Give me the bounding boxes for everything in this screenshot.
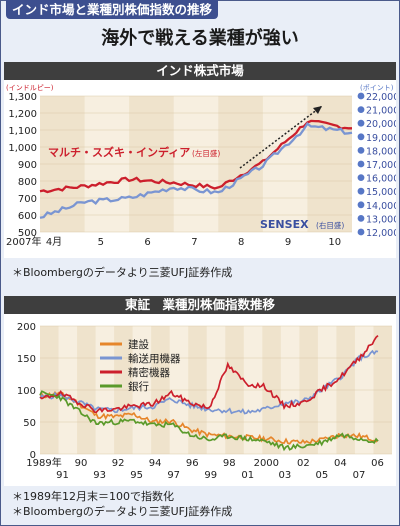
chart2-series-line-3 bbox=[39, 390, 379, 452]
chart1-panel: 1,300 1,200 1,100 1,000 900 800 700 600 500 (インドル… bbox=[4, 80, 399, 258]
chart1-x-tick-label: 10 bbox=[328, 237, 341, 248]
chart2-x-tick-label: 1989年 bbox=[26, 456, 61, 469]
chart1-left-tick-label: 500 bbox=[18, 228, 37, 239]
chart2-y-tick-label: 200 bbox=[17, 322, 36, 333]
chart2-y-tick-label: 0 bbox=[30, 450, 36, 461]
chart1-right-tick-label: 21,000 bbox=[366, 106, 396, 117]
chart1-right-tick-dot bbox=[357, 133, 365, 141]
chart2-x-tick-label-alt: 07 bbox=[353, 470, 366, 481]
chart1-right-tick-label: 13,000 bbox=[366, 214, 396, 225]
chart1-right-tick-label: 18,000 bbox=[366, 146, 396, 157]
chart1-trend-arrowhead bbox=[313, 106, 322, 114]
chart1-x-tick-label: 8 bbox=[238, 237, 244, 248]
chart2-x-tick-label-alt: 97 bbox=[167, 470, 180, 481]
chart1-band-title: インド株式市場 bbox=[4, 62, 396, 80]
chart1-right-axis-unit: (ポイント) bbox=[360, 84, 394, 92]
chart2-x-tick-label-alt: 95 bbox=[130, 470, 143, 481]
chart1-right-tick-dot bbox=[357, 160, 365, 168]
chart1-svg: 1,300 1,200 1,100 1,000 900 800 700 600 500 (インドル… bbox=[6, 84, 399, 248]
chart2-x-tick-label-alt: 03 bbox=[278, 470, 291, 481]
chart1-right-tick-dot bbox=[357, 187, 365, 195]
chart1-left-tick-label: 900 bbox=[18, 160, 37, 171]
chart1-right-tick-dot bbox=[357, 174, 365, 181]
chart1-right-tick-label: 20,000 bbox=[366, 119, 396, 130]
chart2-source-note: ＊Bloombergのデータより三菱UFJ証券作成 bbox=[12, 505, 233, 518]
chart2-y-tick-label: 50 bbox=[23, 418, 36, 429]
chart1-right-tick-dot bbox=[357, 92, 365, 100]
chart2-x-tick-label: 96 bbox=[186, 458, 199, 469]
chart1-left-axis-unit: (インドルピー) bbox=[6, 84, 54, 92]
chart2-x-tick-label: 06 bbox=[371, 458, 384, 469]
chart2-x-tick-label: 98 bbox=[223, 458, 236, 469]
chart1-right-tick-dot bbox=[357, 215, 365, 222]
chart2-x-tick-label: 90 bbox=[75, 458, 88, 469]
header-title: インド市場と業種別株価指数の推移 bbox=[6, 0, 219, 19]
chart2-x-tick-label: 92 bbox=[112, 458, 125, 469]
chart1-right-tick-label: 12,000 bbox=[366, 228, 396, 239]
chart1-right-tick-label: 17,000 bbox=[366, 160, 396, 171]
chart2-y-tick-label: 150 bbox=[17, 354, 36, 365]
chart1-maruti-axis-note: (左目盛) bbox=[192, 148, 220, 158]
chart1-year-label: 2007年 bbox=[6, 235, 41, 248]
chart1-series-line-maruti bbox=[39, 119, 352, 194]
chart1-left-tick-label: 1,300 bbox=[8, 92, 37, 103]
chart2-x-tick-label-alt: 05 bbox=[316, 470, 329, 481]
chart1-left-tick-label: 800 bbox=[18, 177, 37, 188]
chart2-x-tick-label-alt: 01 bbox=[241, 470, 254, 481]
header-subtitle: 海外で戦える業種が強い bbox=[101, 28, 299, 49]
chart2-x-tick-label: 04 bbox=[334, 458, 347, 469]
chart1-left-tick-label: 1,000 bbox=[8, 143, 37, 154]
chart1-right-tick-label: 15,000 bbox=[366, 187, 396, 198]
chart1-series-line-sensex bbox=[39, 122, 353, 219]
chart2-legend-label: 精密機器 bbox=[128, 366, 170, 379]
chart2-legend-label: 銀行 bbox=[128, 380, 149, 393]
chart1-right-tick-dot bbox=[357, 201, 365, 209]
chart1-left-tick-label: 1,100 bbox=[8, 126, 37, 137]
chart2-x-tick-label: 94 bbox=[149, 458, 162, 469]
chart1-maruti-label: マルチ・スズキ・インディア bbox=[48, 145, 190, 159]
chart2-panel: 200 150 100 50 0 1989年 90 92 94 96 98 2000 02 04 06 91 9… bbox=[4, 314, 396, 486]
chart1-trend-arrow bbox=[239, 105, 323, 169]
chart2-legend-label: 輸送用機器 bbox=[128, 352, 181, 365]
chart1-right-tick-dot bbox=[357, 147, 365, 154]
chart2-x-tick-label-alt: 99 bbox=[204, 470, 217, 481]
chart2-y-tick-label: 100 bbox=[17, 386, 36, 397]
chart1-right-tick-label: 14,000 bbox=[366, 201, 396, 212]
chart2-x-tick-label-alt: 93 bbox=[93, 470, 106, 481]
chart1-right-tick-dot bbox=[357, 106, 365, 113]
chart1-x-tick-label: 7 bbox=[191, 237, 197, 248]
chart1-left-tick-label: 600 bbox=[18, 211, 37, 222]
chart1-right-tick-label: 16,000 bbox=[366, 174, 396, 185]
chart2-legend-label: 建設 bbox=[128, 338, 149, 351]
chart1-left-tick-label: 700 bbox=[18, 194, 37, 205]
chart1-x-tick-label: 5 bbox=[98, 237, 104, 248]
chart1-x-tick-label: 6 bbox=[144, 237, 150, 248]
chart1-right-tick-label: 19,000 bbox=[366, 133, 396, 144]
chart2-series-line-2 bbox=[39, 334, 379, 414]
chart1-sensex-label: SENSEX bbox=[260, 218, 309, 231]
chart2-x-tick-label-alt: 91 bbox=[56, 470, 69, 481]
chart1-right-tick-label: 22,000 bbox=[366, 92, 396, 103]
chart2-x-tick-label: 2000 bbox=[254, 458, 279, 469]
chart2-series-line-0 bbox=[39, 390, 379, 445]
chart1-right-tick-dot bbox=[357, 119, 365, 127]
chart1-x-tick-label: 9 bbox=[285, 237, 291, 248]
chart2-band-title: 東証 業種別株価指数推移 bbox=[4, 296, 396, 314]
chart1-sensex-axis-note: (右目盛) bbox=[316, 220, 344, 230]
chart1-left-tick-label: 1,200 bbox=[8, 109, 37, 120]
chart1-source-note: ＊Bloombergのデータより三菱UFJ証券作成 bbox=[12, 266, 233, 279]
chart1-right-tick-dot bbox=[357, 228, 365, 236]
chart1-x-tick-label: 4月 bbox=[46, 236, 62, 248]
chart2-index-note: ＊1989年12月末＝100で指数化 bbox=[12, 490, 174, 503]
chart2-x-tick-label: 02 bbox=[297, 458, 310, 469]
